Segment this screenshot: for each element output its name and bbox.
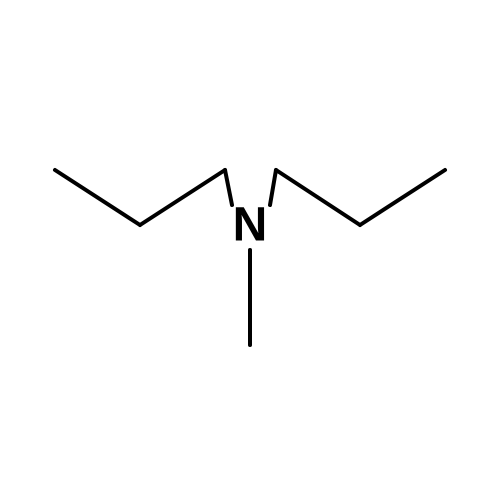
bond-line bbox=[225, 170, 232, 205]
bond-line bbox=[140, 170, 225, 225]
molecule-diagram: N bbox=[0, 0, 500, 500]
bond-line bbox=[360, 170, 445, 225]
bond-line bbox=[55, 170, 140, 225]
nitrogen-atom-label: N bbox=[233, 198, 268, 253]
bond-line bbox=[276, 170, 360, 225]
bond-line bbox=[270, 170, 276, 205]
